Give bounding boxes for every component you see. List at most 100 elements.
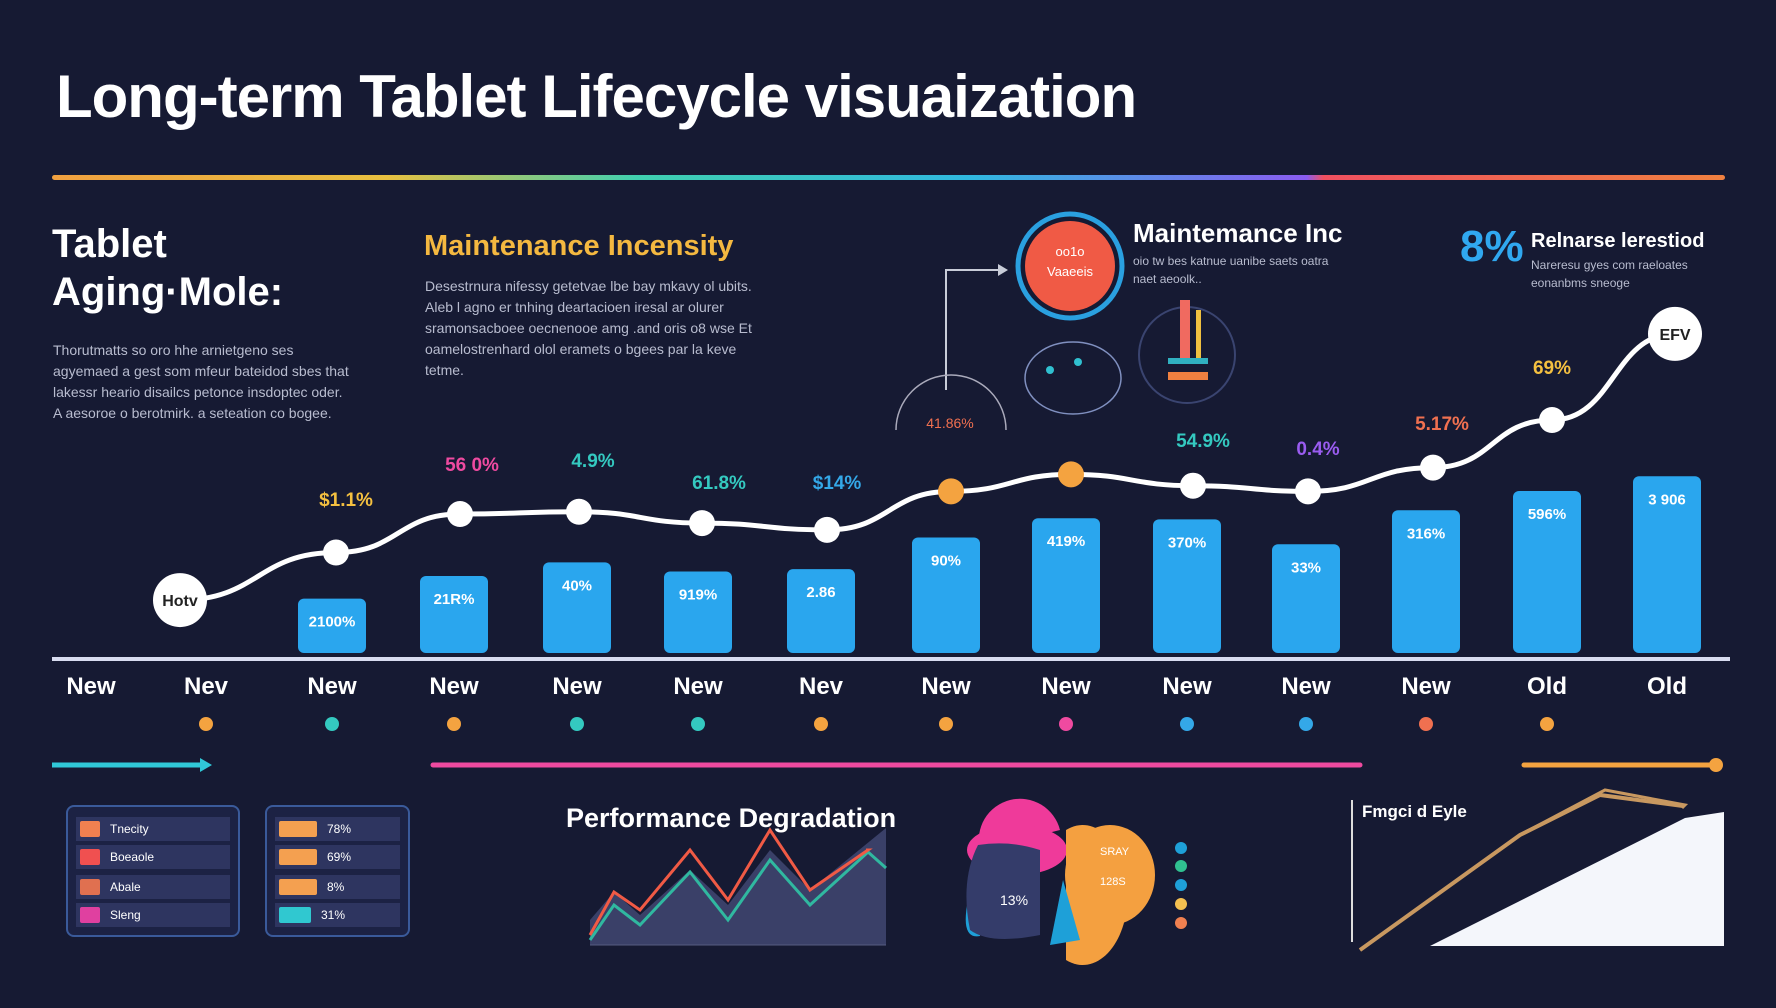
trend-point xyxy=(1648,306,1702,361)
value-annotation: 69% xyxy=(1533,358,1571,379)
arrow-head-icon xyxy=(998,264,1008,276)
value-annotation: 56 0% xyxy=(445,455,499,476)
value-annotation: 54.9% xyxy=(1176,431,1230,452)
legend-item[interactable]: Abale xyxy=(76,875,230,899)
x-tick-label: New xyxy=(1162,673,1212,700)
gradient-divider xyxy=(52,175,1725,180)
category-dot xyxy=(447,717,461,731)
release-percent: 8% xyxy=(1460,222,1524,271)
trend-point xyxy=(1180,472,1206,499)
bar-label: 316% xyxy=(1407,525,1445,542)
bar-label: 419% xyxy=(1047,533,1085,550)
bar-label: 90% xyxy=(931,552,961,569)
value-panel: 78% 69% 8% 31% xyxy=(265,805,410,937)
pie-label: 128S xyxy=(1100,876,1126,888)
value-item: 31% xyxy=(275,903,400,927)
bar xyxy=(1392,510,1460,653)
heading-line-2: Aging·Mole: xyxy=(52,270,284,314)
legend-swatch xyxy=(80,907,100,923)
bar xyxy=(298,598,366,653)
circle-text-1: oo1o xyxy=(1056,244,1085,259)
x-tick-label: New xyxy=(1401,673,1451,700)
x-tick-label: New xyxy=(66,673,116,700)
value-item: 8% xyxy=(275,875,400,899)
bar-label: 3 906 xyxy=(1648,491,1686,508)
performance-chart xyxy=(588,827,887,946)
x-tick-label: New xyxy=(921,673,971,700)
trend-point-label: Hotv xyxy=(162,593,198,610)
aging-model-heading: Tablet Aging·Mole: xyxy=(52,220,283,316)
legend-item[interactable]: Sleng xyxy=(76,903,230,927)
bar-label: 370% xyxy=(1168,534,1206,551)
callout-heading: Maintemance Inc xyxy=(1133,218,1343,248)
trend-point xyxy=(1295,478,1321,505)
legend-item[interactable]: Boeaole xyxy=(76,845,230,869)
value-annotation: 5.17% xyxy=(1415,414,1469,435)
x-tick-label: New xyxy=(1281,673,1331,700)
bar-label: 21R% xyxy=(434,591,475,608)
trend-point xyxy=(566,498,592,525)
trend-point xyxy=(153,573,207,628)
aging-model-text: Thorutmatts so oro hhe arnietgeno ses ag… xyxy=(53,342,349,421)
category-dot xyxy=(1180,717,1194,731)
trend-point xyxy=(1420,454,1446,481)
pie-label: 13% xyxy=(1000,892,1028,908)
callout-text: oio tw bes katnue uanibe saets oatra nae… xyxy=(1133,254,1329,286)
release-heading: Relnarse lerestiod xyxy=(1531,230,1705,252)
value-annotation: 61.8% xyxy=(692,473,746,494)
category-dot xyxy=(199,717,213,731)
bar xyxy=(1513,491,1581,653)
value-item: 78% xyxy=(275,817,400,841)
gauge-label: 41.86% xyxy=(926,415,973,431)
legend-panel: Tnecity Boeaole Abale Sleng xyxy=(66,805,240,937)
value-annotation: 4.9% xyxy=(571,451,614,472)
trend-point xyxy=(689,510,715,537)
bar-label: 40% xyxy=(562,577,592,594)
value-item: 69% xyxy=(275,845,400,869)
pie-label: SRAY xyxy=(1100,846,1130,858)
gauge-arc xyxy=(895,374,1007,431)
lifecycle-mini-chart xyxy=(1351,788,1724,952)
bar xyxy=(787,569,855,653)
legend-item[interactable]: Tnecity xyxy=(76,817,230,841)
category-dot xyxy=(691,717,705,731)
callout-arrow-line xyxy=(945,269,1000,390)
category-dot xyxy=(939,717,953,731)
category-dot xyxy=(1059,717,1073,731)
x-tick-label: Old xyxy=(1527,673,1567,700)
legend-swatch xyxy=(80,879,100,895)
category-dot xyxy=(814,717,828,731)
bar-label: 919% xyxy=(679,586,717,603)
trend-point xyxy=(938,478,964,505)
legend-swatch xyxy=(80,849,100,865)
lifecycle-title: Fmgci d Eyle xyxy=(1362,802,1467,821)
trend-point xyxy=(1539,407,1565,434)
bar xyxy=(664,571,732,653)
x-tick-label: New xyxy=(429,673,479,700)
maintenance-heading: Maintenance Incensity xyxy=(424,230,734,262)
bar xyxy=(543,562,611,653)
bar-label: 33% xyxy=(1291,559,1321,576)
x-tick-label: Nev xyxy=(184,673,229,700)
maintenance-text: Desestrnura nifessy getetvae lbe bay mka… xyxy=(425,278,752,378)
trend-point xyxy=(1058,461,1084,488)
x-tick-label: Old xyxy=(1647,673,1687,700)
performance-title: Performance Degradation xyxy=(566,803,897,833)
bar xyxy=(1153,519,1221,653)
value-annotation: $14% xyxy=(813,473,862,494)
trend-point xyxy=(814,516,840,543)
gear-orbit-icon xyxy=(1024,341,1122,415)
x-tick-label: New xyxy=(552,673,602,700)
trend-point xyxy=(323,539,349,566)
bar-label: 2.86 xyxy=(806,584,835,601)
tool-icon xyxy=(1138,300,1236,404)
release-text: Nareresu gyes com raeloates eonanbms sne… xyxy=(1531,258,1688,290)
category-dot xyxy=(570,717,584,731)
heading-line-1: Tablet xyxy=(52,222,167,266)
value-annotation: $1.1% xyxy=(319,490,373,511)
trend-point xyxy=(447,501,473,528)
circle-text-2: Vaaeeis xyxy=(1047,264,1094,279)
bar xyxy=(1272,544,1340,653)
slider-handle[interactable] xyxy=(1709,758,1723,772)
